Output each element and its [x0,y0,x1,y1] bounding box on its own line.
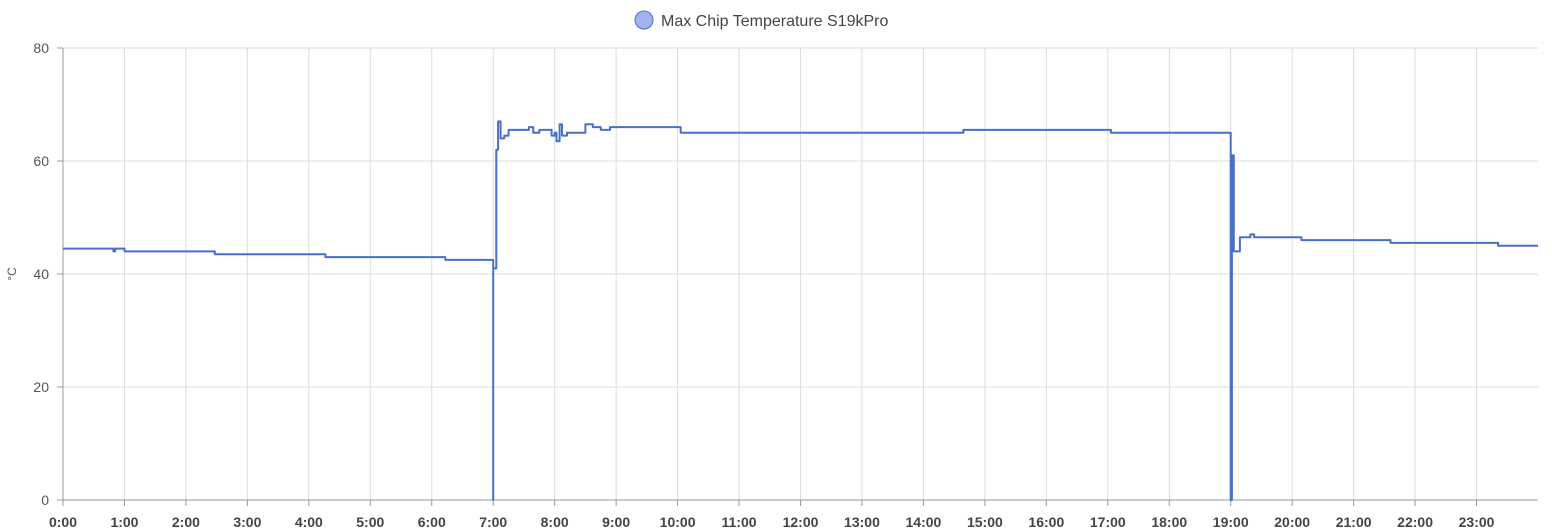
x-tick-label: 22:00 [1397,514,1433,530]
series-layer [63,120,1538,501]
legend-label[interactable]: Max Chip Temperature S19kPro [661,13,888,30]
x-tick-label: 1:00 [110,514,138,530]
x-tick-label: 13:00 [844,514,880,530]
y-tick-label: 0 [41,492,49,508]
y-tick-label: 20 [33,379,49,395]
x-tick-label: 10:00 [660,514,696,530]
legend[interactable]: Max Chip Temperature S19kPro [634,10,888,30]
x-tick-label: 0:00 [49,514,77,530]
y-axis-title: °C [5,267,19,281]
x-tick-label: 17:00 [1090,514,1126,530]
y-tick-label: 80 [33,40,49,56]
gridlines [62,47,1538,501]
x-tick-label: 9:00 [602,514,630,530]
legend-marker-icon[interactable] [634,10,654,30]
x-tick-label: 2:00 [172,514,200,530]
x-tick-label: 4:00 [295,514,323,530]
tick-labels: 0 20 40 60 80 0:00 1:00 2:00 3:00 4:00 5:00 6:00 7:0… [33,40,1494,530]
x-tick-label: 20:00 [1274,514,1310,530]
x-tick-label: 16:00 [1028,514,1064,530]
x-tick-label: 15:00 [967,514,1003,530]
axes [57,47,1538,506]
x-tick-label: 3:00 [233,514,261,530]
x-tick-label: 19:00 [1213,514,1249,530]
x-tick-label: 21:00 [1336,514,1372,530]
y-tick-label: 60 [33,153,49,169]
x-tick-label: 8:00 [541,514,569,530]
x-tick-label: 18:00 [1151,514,1187,530]
x-tick-label: 11:00 [722,514,757,530]
x-tick-label: 6:00 [418,514,446,530]
x-tick-label: 23:00 [1459,514,1495,530]
series-line [63,120,1538,501]
x-tick-label: 12:00 [783,514,819,530]
x-tick-label: 14:00 [906,514,942,530]
x-tick-label: 5:00 [356,514,384,530]
x-tick-label: 7:00 [479,514,507,530]
y-tick-label: 40 [33,266,49,282]
